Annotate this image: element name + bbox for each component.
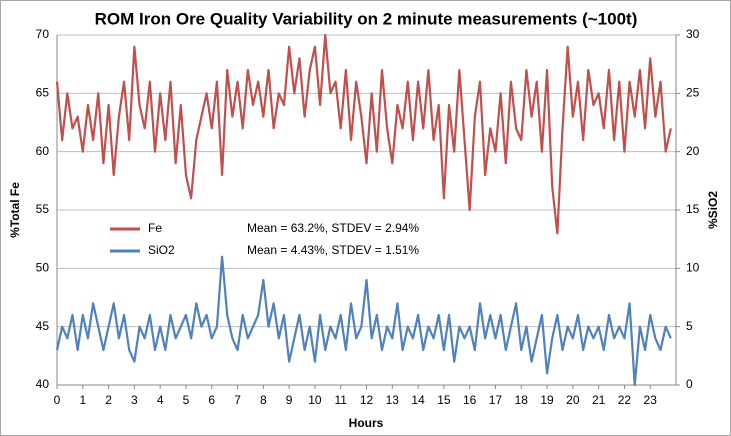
x-tick-label: 20 bbox=[566, 393, 580, 407]
y2-tick-label: 15 bbox=[686, 202, 700, 216]
x-tick-label: 5 bbox=[183, 393, 190, 407]
x-tick-label: 0 bbox=[54, 393, 61, 407]
x-tick-label: 13 bbox=[386, 393, 400, 407]
x-tick-label: 18 bbox=[515, 393, 529, 407]
chart-title: ROM Iron Ore Quality Variability on 2 mi… bbox=[95, 9, 638, 28]
x-tick-label: 19 bbox=[540, 393, 554, 407]
x-tick-label: 17 bbox=[489, 393, 503, 407]
x-tick-label: 2 bbox=[105, 393, 112, 407]
x-tick-label: 10 bbox=[308, 393, 322, 407]
y-tick-label: 40 bbox=[36, 377, 50, 391]
x-tick-label: 4 bbox=[157, 393, 164, 407]
y-tick-label: 70 bbox=[36, 27, 50, 41]
y2-tick-label: 30 bbox=[686, 27, 700, 41]
x-tick-label: 23 bbox=[644, 393, 658, 407]
legend-label: Fe bbox=[148, 221, 162, 235]
series-line bbox=[55, 33, 672, 235]
y-tick-label: 50 bbox=[36, 261, 50, 275]
annotation: Mean = 4.43%, STDEV = 1.51% bbox=[247, 243, 419, 257]
y-axis-label: %Total Fe bbox=[8, 182, 22, 238]
y-tick-label: 55 bbox=[36, 202, 50, 216]
y2-tick-label: 25 bbox=[686, 86, 700, 100]
x-tick-label: 22 bbox=[618, 393, 632, 407]
x-axis-label: Hours bbox=[349, 416, 384, 430]
x-tick-label: 15 bbox=[437, 393, 451, 407]
y2-tick-label: 10 bbox=[686, 261, 700, 275]
y2-tick-label: 5 bbox=[686, 319, 693, 333]
y-tick-label: 60 bbox=[36, 144, 50, 158]
y2-axis-label: %SiO2 bbox=[706, 191, 720, 229]
legend-label: SiO2 bbox=[148, 243, 175, 257]
x-tick-label: 3 bbox=[131, 393, 138, 407]
x-tick-label: 14 bbox=[411, 393, 425, 407]
x-tick-label: 16 bbox=[463, 393, 477, 407]
x-tick-label: 12 bbox=[360, 393, 374, 407]
x-tick-label: 11 bbox=[334, 393, 347, 407]
x-tick-label: 9 bbox=[286, 393, 293, 407]
annotation: Mean = 63.2%, STDEV = 2.94% bbox=[247, 221, 419, 235]
x-tick-label: 6 bbox=[208, 393, 215, 407]
y-tick-label: 65 bbox=[36, 86, 50, 100]
series-line bbox=[55, 255, 672, 387]
y2-tick-label: 20 bbox=[686, 144, 700, 158]
x-tick-label: 7 bbox=[234, 393, 241, 407]
x-tick-label: 8 bbox=[260, 393, 267, 407]
x-tick-label: 21 bbox=[592, 393, 606, 407]
y2-tick-label: 0 bbox=[686, 377, 693, 391]
y-tick-label: 45 bbox=[36, 319, 50, 333]
x-tick-label: 1 bbox=[79, 393, 86, 407]
